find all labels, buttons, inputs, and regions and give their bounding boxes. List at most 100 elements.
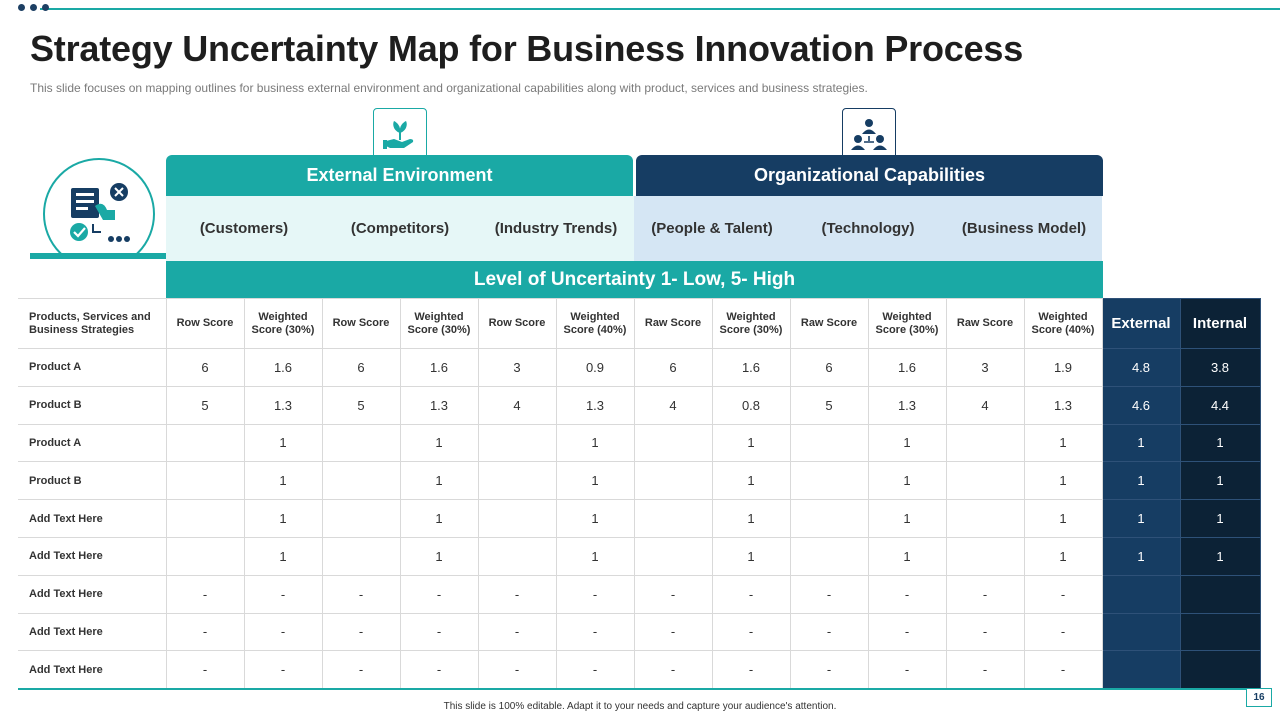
column-header: Row Score	[165, 298, 245, 349]
score-cell: 1	[867, 536, 947, 576]
hand-plant-icon	[373, 108, 427, 162]
score-cell: -	[711, 574, 791, 614]
score-cell: -	[711, 612, 791, 652]
score-cell: 1	[243, 461, 323, 501]
score-cell: -	[789, 650, 869, 690]
page-title: Strategy Uncertainty Map for Business In…	[30, 28, 1024, 69]
score-cell	[945, 536, 1025, 576]
score-cell: -	[555, 650, 635, 690]
score-cell: 1	[1023, 461, 1103, 501]
organizational-capabilities-header: Organizational Capabilities	[636, 155, 1103, 196]
score-cell: -	[867, 650, 947, 690]
decor-dots	[18, 4, 49, 11]
score-cell	[945, 423, 1025, 463]
score-cell: 6	[321, 348, 401, 387]
score-cell: -	[1023, 612, 1103, 652]
table-row: Product A 6 1.6 6 1.6 3 0.9 6 1.6 6 1.6 3 1.9 4.8 3.8	[18, 348, 1261, 387]
internal-total-cell	[1179, 574, 1261, 614]
score-cell	[789, 499, 869, 538]
page-subtitle: This slide focuses on mapping outlines f…	[30, 81, 868, 95]
score-cell: -	[633, 650, 713, 690]
score-cell: 1	[1023, 499, 1103, 538]
column-header: Raw Score	[633, 298, 713, 349]
score-cell	[945, 499, 1025, 538]
score-cell: -	[321, 650, 401, 690]
badge-base-line	[30, 253, 166, 259]
column-header: Weighted Score (30%)	[711, 298, 791, 349]
score-cell: 1	[243, 499, 323, 538]
score-cell: -	[321, 612, 401, 652]
score-cell: -	[555, 612, 635, 652]
score-cell: 4	[945, 385, 1025, 425]
column-header: Raw Score	[789, 298, 869, 349]
score-cell: 3	[477, 348, 557, 387]
score-cell: -	[945, 574, 1025, 614]
score-cell: -	[945, 612, 1025, 652]
score-cell	[165, 423, 245, 463]
score-cell: 1	[399, 536, 479, 576]
score-cell: 1.3	[867, 385, 947, 425]
score-cell: -	[867, 612, 947, 652]
score-cell: 6	[789, 348, 869, 387]
score-cell: 1	[399, 423, 479, 463]
external-environment-header: External Environment	[166, 155, 633, 196]
score-cell: -	[477, 612, 557, 652]
score-cell: -	[477, 650, 557, 690]
score-cell	[321, 461, 401, 501]
score-cell: -	[243, 650, 323, 690]
score-cell: 4	[633, 385, 713, 425]
column-header: Row Score	[477, 298, 557, 349]
category-people-talent: (People & Talent)	[634, 196, 790, 261]
row-label: Product B	[18, 461, 167, 501]
category-customers: (Customers)	[166, 196, 322, 261]
score-cell	[789, 423, 869, 463]
category-business-model: (Business Model)	[946, 196, 1102, 261]
score-cell: 6	[633, 348, 713, 387]
score-cell: -	[1023, 574, 1103, 614]
internal-total-cell: 1	[1179, 423, 1261, 463]
score-cell: -	[399, 612, 479, 652]
external-total-cell: 4.6	[1101, 385, 1181, 425]
external-total-cell	[1101, 612, 1181, 652]
checklist-decision-icon	[43, 158, 155, 270]
score-cell	[789, 461, 869, 501]
table-row: Add Text Here - - - - - - - - - - - -	[18, 650, 1261, 690]
score-cell	[321, 423, 401, 463]
score-cell: -	[555, 574, 635, 614]
category-industry-trends: (Industry Trends)	[478, 196, 634, 261]
score-cell	[789, 536, 869, 576]
score-cell: -	[633, 574, 713, 614]
row-label: Add Text Here	[18, 612, 167, 652]
uncertainty-table: Products, Services and Business Strategi…	[18, 298, 1261, 690]
score-cell: 1.6	[399, 348, 479, 387]
badge-mask	[30, 259, 166, 279]
score-cell: 1.6	[711, 348, 791, 387]
score-cell: 5	[321, 385, 401, 425]
external-total-cell	[1101, 650, 1181, 690]
score-cell	[165, 499, 245, 538]
column-header: Weighted Score (30%)	[399, 298, 479, 349]
score-cell: 1	[711, 499, 791, 538]
external-total-cell: 4.8	[1101, 348, 1181, 387]
score-cell: 1.3	[555, 385, 635, 425]
score-cell: -	[711, 650, 791, 690]
score-cell	[321, 499, 401, 538]
score-cell: -	[243, 612, 323, 652]
row-label: Add Text Here	[18, 499, 167, 538]
score-cell	[477, 461, 557, 501]
external-total-header: External	[1101, 298, 1181, 349]
corner-header: Products, Services and Business Strategi…	[18, 298, 167, 349]
internal-total-cell	[1179, 650, 1261, 690]
external-total-cell	[1101, 574, 1181, 614]
score-cell: 1	[399, 461, 479, 501]
internal-total-header: Internal	[1179, 298, 1261, 349]
score-cell: 1.3	[243, 385, 323, 425]
internal-total-cell: 1	[1179, 461, 1261, 501]
score-cell	[477, 423, 557, 463]
score-cell: 1	[867, 423, 947, 463]
score-cell	[945, 461, 1025, 501]
score-cell: 1	[711, 461, 791, 501]
score-cell: 1	[555, 461, 635, 501]
score-cell: 1	[867, 499, 947, 538]
